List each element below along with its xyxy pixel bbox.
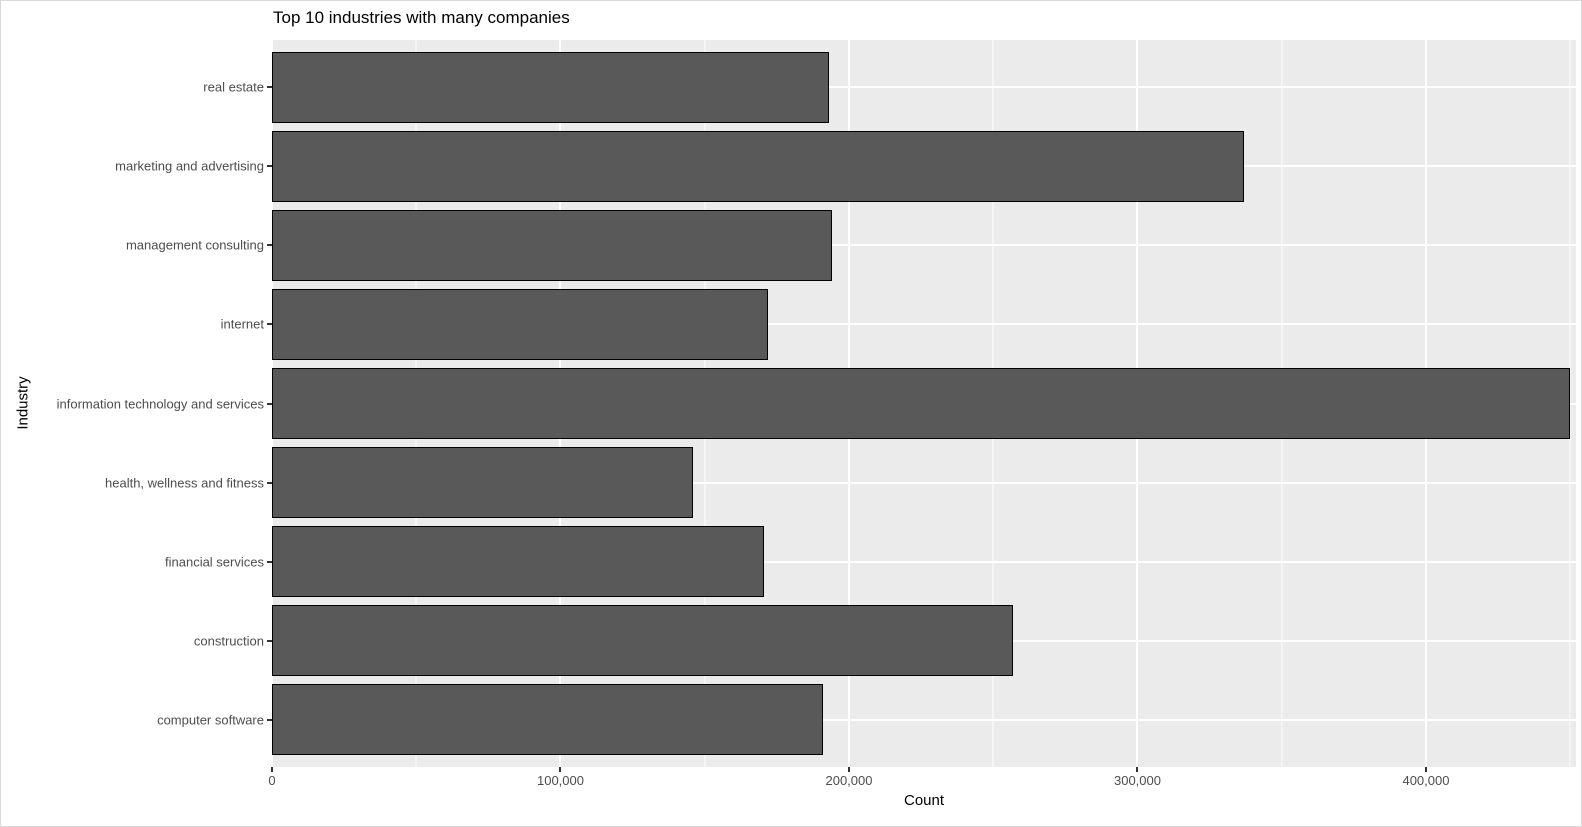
y-tick-mark <box>267 639 272 642</box>
x-axis-title: Count <box>903 792 945 809</box>
bar-health-wellness-and-fitness <box>272 446 694 519</box>
bar-internet <box>272 288 769 361</box>
y-tick-label: management consulting <box>125 237 264 253</box>
bar-marketing-and-advertising <box>272 130 1245 202</box>
y-tick-label: marketing and advertising <box>115 158 264 174</box>
y-tick-mark <box>267 481 272 484</box>
bar-computer-software <box>272 684 824 756</box>
gridline-major-y <box>272 481 1576 484</box>
gridline-major-y <box>272 323 1576 326</box>
y-tick-mark <box>267 402 272 405</box>
x-tick-mark <box>1424 767 1427 772</box>
x-tick-label: 100,000 <box>536 773 584 788</box>
y-tick-label: computer software <box>157 712 264 728</box>
y-tick-label: internet <box>220 316 264 332</box>
y-tick-mark <box>267 323 272 326</box>
bar-information-technology-and-services <box>272 367 1571 440</box>
gridline-major-y <box>272 560 1576 563</box>
y-tick-label: construction <box>193 633 264 649</box>
x-tick-label: 400,000 <box>1402 773 1450 788</box>
x-tick-mark <box>559 767 562 772</box>
gridline-major-y <box>272 86 1576 89</box>
gridline-major-y <box>272 244 1576 247</box>
chart-title: Top 10 industries with many companies <box>273 8 570 27</box>
y-tick-label: health, wellness and fitness <box>105 475 264 491</box>
y-tick-label: information technology and services <box>56 396 264 411</box>
bar-financial-services <box>272 525 764 598</box>
bar-management-consulting <box>272 209 832 281</box>
x-tick-label: 300,000 <box>1113 773 1161 788</box>
x-tick-label: 200,000 <box>825 773 873 788</box>
gridline-major-y <box>272 718 1576 721</box>
y-tick-label: financial services <box>165 554 264 570</box>
y-tick-mark <box>267 244 272 247</box>
y-tick-label: real estate <box>203 79 264 95</box>
x-tick-mark <box>271 767 273 772</box>
bar-construction <box>272 605 1014 677</box>
y-tick-mark <box>267 86 272 89</box>
y-tick-mark <box>267 718 272 721</box>
x-tick-mark <box>1136 767 1139 772</box>
bar-real-estate <box>272 51 829 123</box>
y-tick-mark <box>267 165 272 168</box>
plot-panel <box>271 40 1576 767</box>
x-tick-label: 0 <box>268 773 276 788</box>
x-tick-mark <box>847 767 850 772</box>
y-tick-mark <box>267 560 272 563</box>
